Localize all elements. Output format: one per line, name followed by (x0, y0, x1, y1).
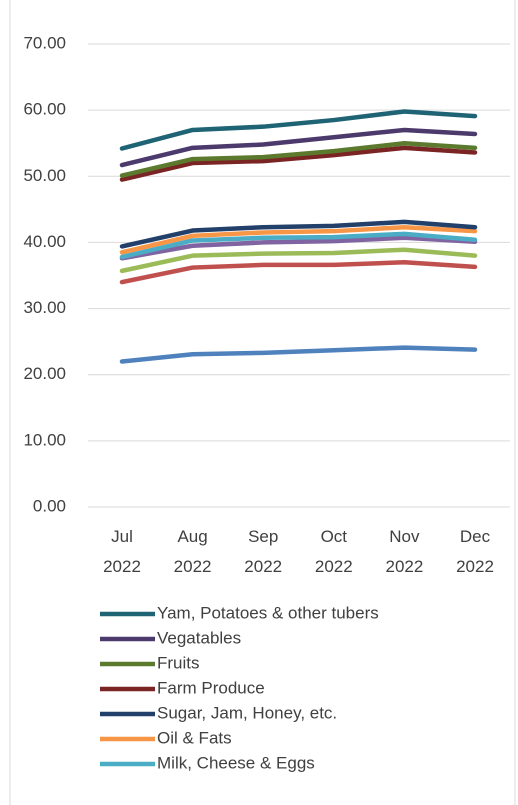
series-line (119, 219, 478, 249)
x-tick-label: Oct 2022 (315, 527, 353, 576)
series-line (119, 145, 478, 182)
series-line (119, 235, 478, 261)
x-tick-label: Nov 2022 (385, 527, 423, 576)
series-line (119, 247, 478, 274)
x-tick-label: Dec 2022 (456, 527, 494, 576)
y-tick-label: 0.00 (33, 496, 66, 515)
series-line (119, 231, 478, 260)
legend-label: Sugar, Jam, Honey, etc. (157, 703, 337, 722)
legend-label: Oil & Fats (157, 728, 232, 747)
y-tick-label: 40.00 (23, 232, 66, 251)
y-tick-label: 70.00 (23, 33, 66, 52)
x-tick-label: Sep 2022 (244, 527, 282, 576)
y-tick-label: 20.00 (23, 364, 66, 383)
legend-label: Vegatables (157, 628, 241, 647)
legend-label: Fruits (157, 653, 200, 672)
legend-label: Milk, Cheese & Eggs (157, 753, 315, 772)
series-line (119, 109, 478, 151)
y-tick-label: 30.00 (23, 298, 66, 317)
y-tick-label: 60.00 (23, 100, 66, 119)
y-tick-label: 50.00 (23, 166, 66, 185)
legend-label: Yam, Potatoes & other tubers (157, 603, 379, 622)
series-line (119, 140, 478, 178)
x-tick-label: Aug 2022 (174, 527, 212, 576)
x-tick-label: Jul 2022 (103, 527, 141, 576)
y-tick-label: 10.00 (23, 430, 66, 449)
series-line (119, 260, 478, 285)
series-line (119, 224, 478, 255)
legend-label: Farm Produce (157, 678, 265, 697)
series-line (119, 345, 478, 364)
series-line (119, 127, 478, 168)
